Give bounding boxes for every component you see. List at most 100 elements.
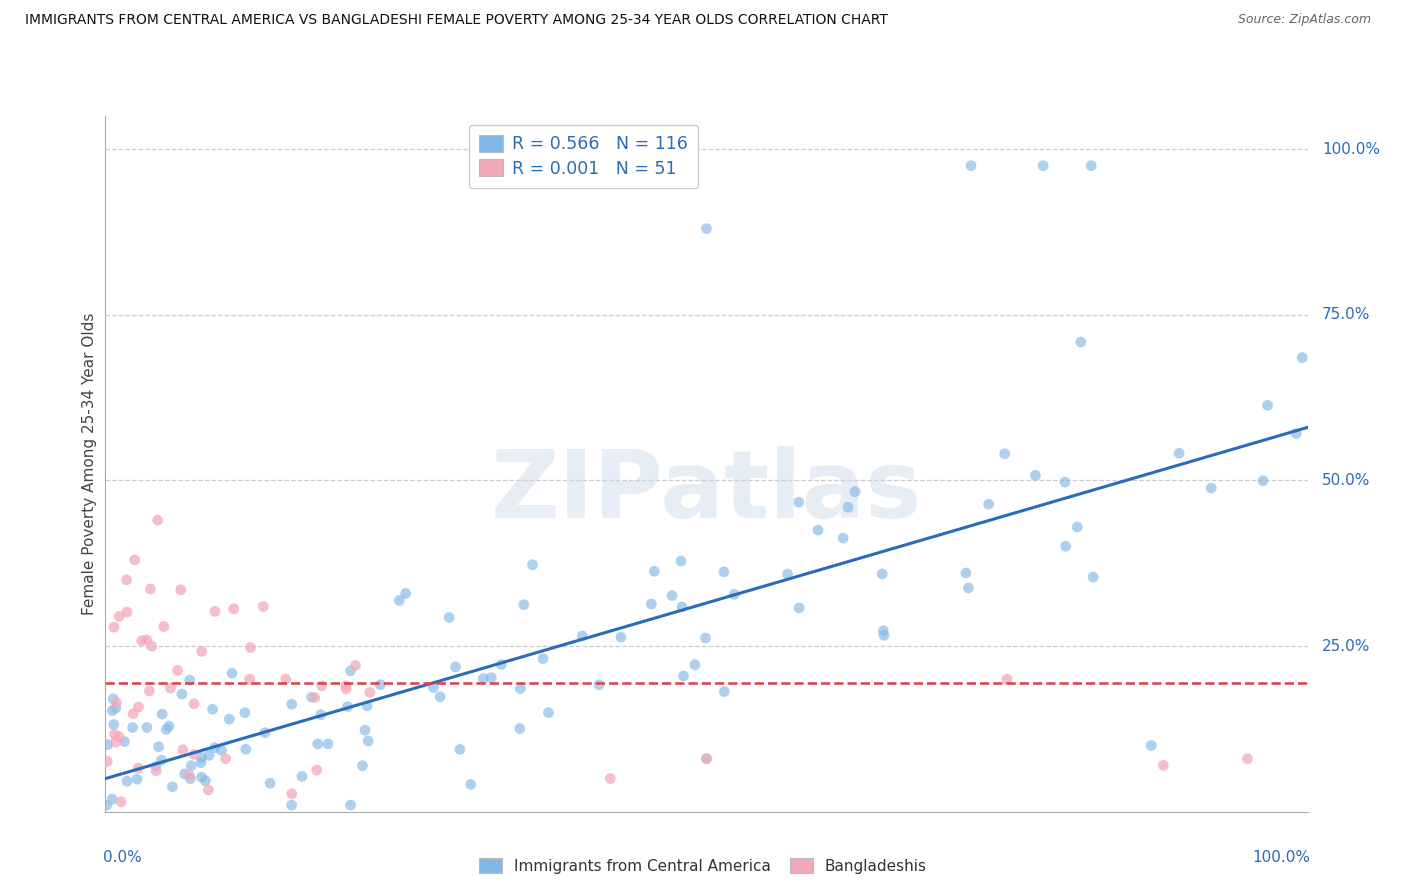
Point <box>108 730 131 744</box>
Point <box>776 567 799 582</box>
Point <box>472 672 495 686</box>
Point <box>661 589 683 603</box>
Point <box>713 565 735 579</box>
Point <box>309 707 332 722</box>
Point <box>643 564 665 578</box>
Point <box>101 792 124 806</box>
Point <box>1168 446 1191 460</box>
Point <box>571 629 593 643</box>
Point <box>110 795 132 809</box>
Point <box>201 702 224 716</box>
Point <box>172 743 194 757</box>
Point <box>281 697 304 711</box>
Legend: Immigrants from Central America, Bangladeshis: Immigrants from Central America, Banglad… <box>474 852 932 880</box>
Point <box>696 752 718 766</box>
Point <box>354 723 377 738</box>
Point <box>444 660 467 674</box>
Point <box>1053 475 1076 490</box>
Point <box>872 624 894 638</box>
Point <box>994 447 1017 461</box>
Point <box>588 678 610 692</box>
Point <box>537 706 560 720</box>
Point <box>640 597 662 611</box>
Point <box>1291 351 1313 365</box>
Point <box>696 221 718 235</box>
Point <box>103 620 125 634</box>
Point <box>610 630 633 644</box>
Point <box>509 681 531 696</box>
Point <box>669 554 692 568</box>
Point <box>194 773 217 788</box>
Point <box>105 696 128 710</box>
Point <box>335 681 357 696</box>
Point <box>190 770 212 784</box>
Point <box>108 609 131 624</box>
Point <box>1024 468 1046 483</box>
Point <box>138 684 160 698</box>
Point <box>873 628 896 642</box>
Point <box>870 566 893 581</box>
Point <box>522 558 544 572</box>
Point <box>253 725 276 739</box>
Point <box>359 685 381 699</box>
Point <box>125 772 148 787</box>
Point <box>152 619 174 633</box>
Point <box>1081 570 1104 584</box>
Point <box>146 513 169 527</box>
Point <box>339 798 361 813</box>
Point <box>115 774 138 789</box>
Point <box>957 581 980 595</box>
Point <box>671 599 693 614</box>
Point <box>837 500 859 515</box>
Text: ZIPatlas: ZIPatlas <box>491 446 922 538</box>
Text: 0.0%: 0.0% <box>103 850 142 865</box>
Point <box>339 664 361 678</box>
Point <box>218 712 240 726</box>
Point <box>422 681 444 695</box>
Point <box>148 739 170 754</box>
Point <box>977 497 1000 511</box>
Point <box>335 679 357 693</box>
Point <box>190 644 212 658</box>
Point <box>115 573 138 587</box>
Point <box>995 672 1018 686</box>
Point <box>150 707 173 722</box>
Point <box>115 605 138 619</box>
Y-axis label: Female Poverty Among 25-34 Year Olds: Female Poverty Among 25-34 Year Olds <box>82 313 97 615</box>
Point <box>159 681 181 695</box>
Point <box>170 582 193 597</box>
Point <box>344 658 367 673</box>
Point <box>723 587 745 601</box>
Point <box>460 777 482 791</box>
Point <box>104 701 127 715</box>
Point <box>145 759 167 773</box>
Point <box>429 690 451 704</box>
Point <box>274 672 297 686</box>
Point <box>368 678 391 692</box>
Point <box>672 669 695 683</box>
Point <box>239 640 262 655</box>
Point <box>173 767 195 781</box>
Point <box>491 657 513 672</box>
Point <box>150 753 173 767</box>
Point <box>190 756 212 770</box>
Point <box>222 601 245 615</box>
Point <box>145 764 167 778</box>
Point <box>233 706 256 720</box>
Point <box>157 719 180 733</box>
Point <box>124 553 146 567</box>
Point <box>190 750 212 764</box>
Point <box>214 752 236 766</box>
Text: 25.0%: 25.0% <box>1322 639 1371 654</box>
Point <box>179 768 201 782</box>
Point <box>787 600 810 615</box>
Point <box>96 798 118 813</box>
Point <box>696 752 718 766</box>
Point <box>97 738 120 752</box>
Point <box>162 780 184 794</box>
Point <box>352 758 374 772</box>
Point <box>204 740 226 755</box>
Point <box>127 761 149 775</box>
Point <box>1054 539 1077 553</box>
Point <box>388 593 411 607</box>
